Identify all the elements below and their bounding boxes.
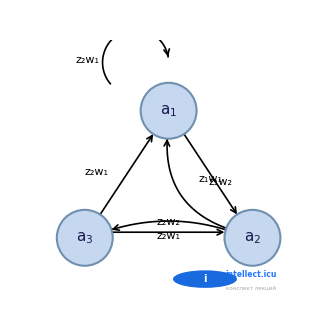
- Text: z₂w₁: z₂w₁: [157, 231, 181, 241]
- Text: a$_3$: a$_3$: [76, 230, 93, 246]
- Text: z₂w₁: z₂w₁: [75, 55, 99, 65]
- Text: a$_1$: a$_1$: [160, 103, 177, 118]
- Text: z₂w₂: z₂w₂: [157, 217, 181, 227]
- Text: z₂w₁: z₂w₁: [84, 167, 108, 177]
- Text: z₁w₂: z₁w₂: [209, 177, 233, 187]
- Circle shape: [224, 210, 280, 266]
- Circle shape: [57, 210, 113, 266]
- Circle shape: [141, 83, 196, 139]
- Text: a$_2$: a$_2$: [244, 230, 261, 246]
- Text: z₁w₁: z₁w₁: [199, 174, 223, 184]
